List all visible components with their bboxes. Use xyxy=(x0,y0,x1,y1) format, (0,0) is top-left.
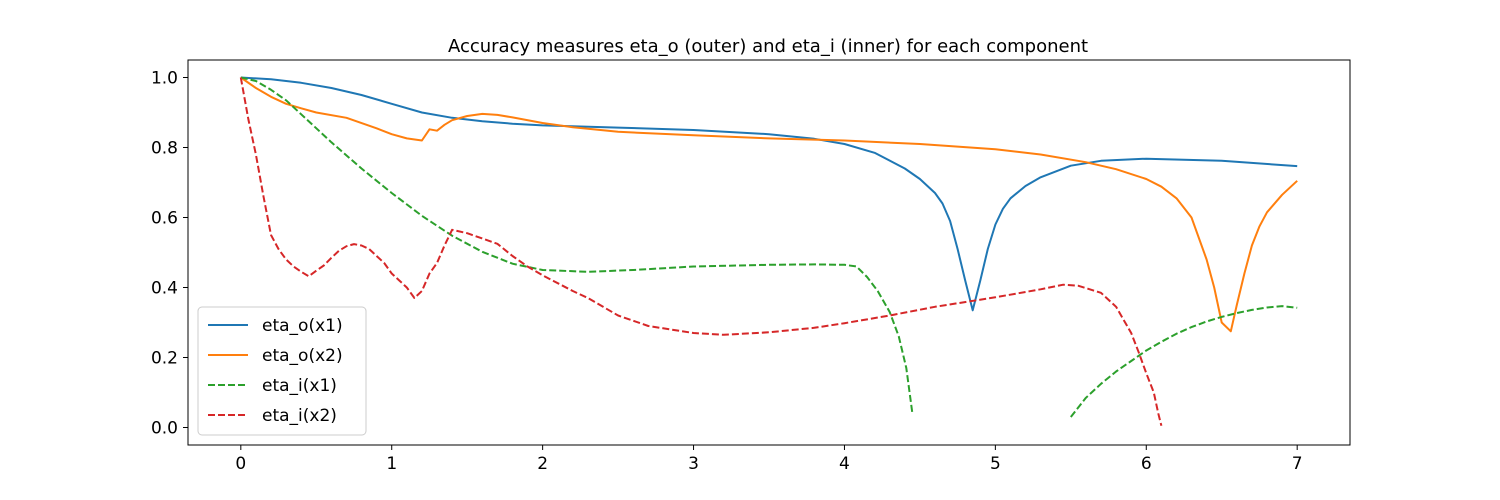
series-line-eta-o-x2 xyxy=(240,76,1298,333)
legend-label: eta_i(x1) xyxy=(262,376,337,396)
y-tick-label: 0.2 xyxy=(151,349,178,369)
x-tick-label: 6 xyxy=(1141,454,1152,474)
series-line-eta-i-x2 xyxy=(239,77,1163,427)
legend-box xyxy=(197,306,367,436)
y-tick-label: 0.8 xyxy=(151,139,178,159)
legend-label: eta_o(x2) xyxy=(262,346,343,366)
y-tick-label: 0.6 xyxy=(151,209,178,229)
x-tick-label: 1 xyxy=(386,454,397,474)
chart-title: Accuracy measures eta_o (outer) and eta_… xyxy=(448,36,1088,57)
x-tick-label: 0 xyxy=(235,454,246,474)
plot-frame xyxy=(187,59,1351,446)
x-tick-label: 2 xyxy=(537,454,548,474)
legend-label: eta_i(x2) xyxy=(262,406,337,426)
y-tick-label: 0.0 xyxy=(151,419,178,439)
y-tick-label: 1.0 xyxy=(151,69,178,89)
x-axis: 0 1 2 3 4 5 6 7 xyxy=(235,445,1303,474)
x-tick-label: 5 xyxy=(990,454,1001,474)
x-tick-label: 3 xyxy=(688,454,699,474)
y-axis: 0.0 0.2 0.4 0.6 0.8 1.0 xyxy=(151,69,188,439)
x-tick-label: 4 xyxy=(839,454,850,474)
legend: eta_o(x1) eta_o(x2) eta_i(x1) eta_i(x2) xyxy=(197,306,367,436)
series-line-eta-i-x1 xyxy=(1070,305,1298,418)
legend-label: eta_o(x1) xyxy=(262,316,343,336)
series-line-eta-o-x1 xyxy=(240,76,1298,312)
y-tick-label: 0.4 xyxy=(151,279,178,299)
plot-lines xyxy=(239,76,1298,427)
x-tick-label: 7 xyxy=(1292,454,1303,474)
series-line-eta-i-x1 xyxy=(240,76,914,414)
